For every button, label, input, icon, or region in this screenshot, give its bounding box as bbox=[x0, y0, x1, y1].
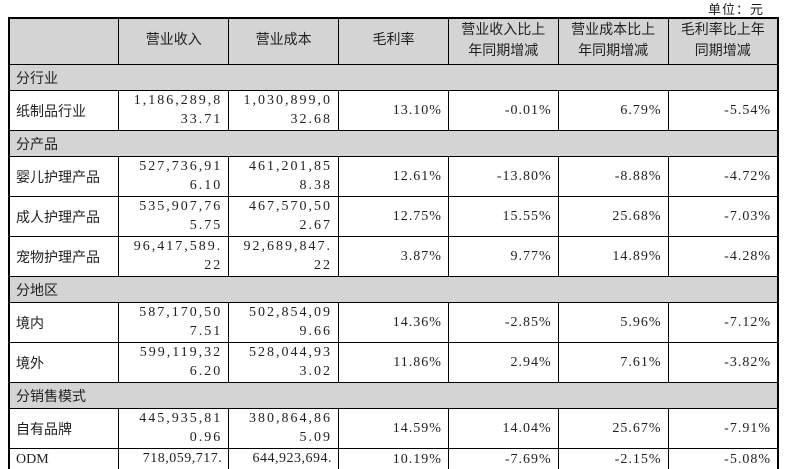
table-row: 纸制品行业 1,186,289,833.71 1,030,899,032.68 13.… bbox=[8, 90, 779, 131]
table-row: 境内 587,170,507.51 502,854,099.66 14.36% -2.8… bbox=[8, 302, 779, 343]
revenue-yoy-cell: -13.80% bbox=[447, 156, 559, 197]
section-row: 分地区 bbox=[8, 276, 779, 303]
margin-cell: 14.36% bbox=[338, 302, 449, 343]
revenue-yoy-cell: 2.94% bbox=[447, 342, 559, 383]
cost-cell: 502,854,099.66 bbox=[228, 302, 340, 343]
section-row: 分产品 bbox=[8, 130, 779, 157]
margin-yoy-cell: -5.54% bbox=[667, 90, 779, 131]
table-row: 境外 599,119,326.20 528,044,933.02 11.86% 2.94… bbox=[8, 342, 779, 383]
table-header: 营业收入 营业成本 毛利率 营业收入比上年同期增减 营业成本比上年同期增减 毛利率比上年同… bbox=[8, 17, 779, 65]
revenue-cell: 599,119,326.20 bbox=[118, 342, 230, 383]
margin-yoy-cell: -7.03% bbox=[667, 196, 779, 237]
row-label: 境外 bbox=[8, 342, 120, 383]
margin-yoy-cell: -7.12% bbox=[667, 302, 779, 343]
margin-yoy-cell: -4.72% bbox=[667, 156, 779, 197]
revenue-yoy-cell: 15.55% bbox=[447, 196, 559, 237]
section-label: 分行业 bbox=[8, 64, 779, 91]
revenue-cell: 96,417,589.22 bbox=[118, 236, 230, 277]
margin-cell: 12.61% bbox=[338, 156, 449, 197]
margin-cell: 3.87% bbox=[338, 236, 449, 277]
column-header: 营业收入 bbox=[118, 17, 230, 65]
cost-cell: 92,689,847.22 bbox=[228, 236, 340, 277]
financial-table: 营业收入 营业成本 毛利率 营业收入比上年同期增减 营业成本比上年同期增减 毛利率比上年同… bbox=[8, 17, 779, 469]
row-label: ODM bbox=[8, 448, 120, 469]
row-label: 自有品牌 bbox=[8, 408, 120, 449]
revenue-cell: 718,059,717. bbox=[118, 448, 230, 469]
cost-yoy-cell: 14.89% bbox=[557, 236, 669, 277]
cost-cell: 461,201,858.38 bbox=[228, 156, 340, 197]
column-header: 营业收入比上年同期增减 bbox=[447, 17, 559, 65]
cost-yoy-cell: -2.15% bbox=[557, 448, 669, 469]
row-label: 宠物护理产品 bbox=[8, 236, 120, 277]
section-label: 分产品 bbox=[8, 130, 779, 157]
cost-cell: 644,923,694. bbox=[228, 448, 340, 469]
table-row: 自有品牌 445,935,810.96 380,864,865.09 14.59% 14… bbox=[8, 408, 779, 449]
row-label: 境内 bbox=[8, 302, 120, 343]
cost-cell: 1,030,899,032.68 bbox=[228, 90, 340, 131]
cost-yoy-cell: 7.61% bbox=[557, 342, 669, 383]
cost-yoy-cell: 5.96% bbox=[557, 302, 669, 343]
row-label: 纸制品行业 bbox=[8, 90, 120, 131]
row-label: 成人护理产品 bbox=[8, 196, 120, 237]
cost-cell: 528,044,933.02 bbox=[228, 342, 340, 383]
margin-cell: 13.10% bbox=[338, 90, 449, 131]
section-row: 分销售模式 bbox=[8, 382, 779, 409]
revenue-yoy-cell: -2.85% bbox=[447, 302, 559, 343]
column-header: 营业成本比上年同期增减 bbox=[557, 17, 669, 65]
table-row: 成人护理产品 535,907,765.75 467,570,502.67 12.75%… bbox=[8, 196, 779, 237]
margin-cell: 14.59% bbox=[338, 408, 449, 449]
revenue-cell: 535,907,765.75 bbox=[118, 196, 230, 237]
revenue-cell: 1,186,289,833.71 bbox=[118, 90, 230, 131]
corner-header-cell bbox=[8, 17, 120, 65]
table-row: 宠物护理产品 96,417,589.22 92,689,847.22 3.87% 9.7… bbox=[8, 236, 779, 277]
revenue-yoy-cell: -0.01% bbox=[447, 90, 559, 131]
margin-cell: 10.19% bbox=[338, 448, 449, 469]
margin-yoy-cell: -4.28% bbox=[667, 236, 779, 277]
table-row: ODM 718,059,717. 644,923,694. 10.19% -7.69% -… bbox=[8, 448, 779, 469]
margin-cell: 12.75% bbox=[338, 196, 449, 237]
revenue-yoy-cell: -7.69% bbox=[447, 448, 559, 469]
revenue-cell: 527,736,916.10 bbox=[118, 156, 230, 197]
header-row: 营业收入 营业成本 毛利率 营业收入比上年同期增减 营业成本比上年同期增减 毛利率比上年同… bbox=[8, 17, 779, 65]
cost-yoy-cell: 25.68% bbox=[557, 196, 669, 237]
cost-yoy-cell: 6.79% bbox=[557, 90, 669, 131]
unit-label: 单位：元 bbox=[707, 2, 764, 17]
section-label: 分销售模式 bbox=[8, 382, 779, 409]
column-header: 毛利率比上年同期增减 bbox=[667, 17, 779, 65]
margin-yoy-cell: -7.91% bbox=[667, 408, 779, 449]
cost-yoy-cell: 25.67% bbox=[557, 408, 669, 449]
margin-cell: 11.86% bbox=[338, 342, 449, 383]
column-header: 营业成本 bbox=[228, 17, 340, 65]
margin-yoy-cell: -5.08% bbox=[667, 448, 779, 469]
table-row: 婴儿护理产品 527,736,916.10 461,201,858.38 12.61%… bbox=[8, 156, 779, 197]
cost-cell: 467,570,502.67 bbox=[228, 196, 340, 237]
column-header: 毛利率 bbox=[338, 17, 449, 65]
margin-yoy-cell: -3.82% bbox=[667, 342, 779, 383]
revenue-yoy-cell: 9.77% bbox=[447, 236, 559, 277]
revenue-yoy-cell: 14.04% bbox=[447, 408, 559, 449]
row-label: 婴儿护理产品 bbox=[8, 156, 120, 197]
section-row: 分行业 bbox=[8, 64, 779, 91]
cost-yoy-cell: -8.88% bbox=[557, 156, 669, 197]
section-label: 分地区 bbox=[8, 276, 779, 303]
revenue-cell: 587,170,507.51 bbox=[118, 302, 230, 343]
table-body: 分行业 纸制品行业 1,186,289,833.71 1,030,899,032.68… bbox=[8, 64, 779, 469]
revenue-cell: 445,935,810.96 bbox=[118, 408, 230, 449]
cost-cell: 380,864,865.09 bbox=[228, 408, 340, 449]
